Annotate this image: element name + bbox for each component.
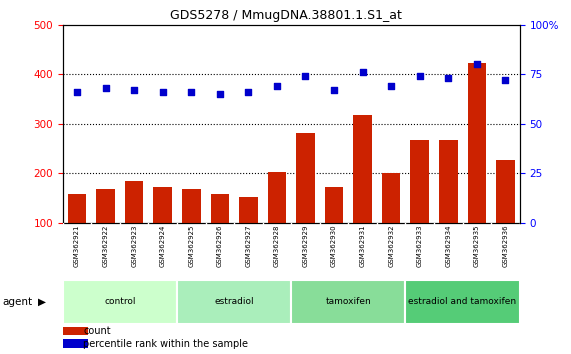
Point [158, 89, 167, 95]
Text: ▶: ▶ [38, 297, 46, 307]
Bar [177, 280, 291, 324]
Text: GDS5278 / MmugDNA.38801.1.S1_at: GDS5278 / MmugDNA.38801.1.S1_at [170, 9, 401, 22]
Text: GSM362934: GSM362934 [445, 225, 451, 267]
Text: GSM362935: GSM362935 [474, 225, 480, 267]
Text: GSM362931: GSM362931 [360, 225, 365, 267]
Bar [291, 280, 405, 324]
Point [387, 84, 396, 89]
Text: estradiol and tamoxifen: estradiol and tamoxifen [408, 297, 517, 306]
Bar [382, 173, 400, 223]
Point [272, 84, 282, 89]
Bar [496, 160, 514, 223]
Text: GSM362933: GSM362933 [417, 225, 423, 267]
Text: GSM362929: GSM362929 [303, 225, 308, 267]
Bar [468, 63, 486, 223]
Bar [239, 197, 258, 223]
Text: GSM362927: GSM362927 [246, 225, 251, 267]
Bar [211, 194, 229, 223]
Point [472, 62, 481, 67]
Bar [63, 280, 177, 324]
Bar [405, 280, 520, 324]
Text: control: control [104, 297, 136, 306]
Point [130, 87, 139, 93]
Text: GSM362936: GSM362936 [502, 225, 508, 267]
Text: GSM362930: GSM362930 [331, 225, 337, 267]
Text: count: count [83, 326, 111, 336]
Bar [182, 189, 200, 223]
Point [101, 85, 110, 91]
Text: estradiol: estradiol [214, 297, 254, 306]
Point [187, 89, 196, 95]
Text: GSM362925: GSM362925 [188, 225, 194, 267]
Point [73, 89, 82, 95]
Text: GSM362922: GSM362922 [103, 225, 108, 267]
Point [444, 75, 453, 81]
Text: agent: agent [3, 297, 33, 307]
Text: GSM362924: GSM362924 [160, 225, 166, 267]
Bar [439, 140, 457, 223]
Bar [268, 172, 286, 223]
Bar [68, 194, 86, 223]
Text: tamoxifen: tamoxifen [325, 297, 371, 306]
Bar [325, 187, 343, 223]
Text: GSM362926: GSM362926 [217, 225, 223, 267]
Text: GSM362928: GSM362928 [274, 225, 280, 267]
Text: GSM362932: GSM362932 [388, 225, 394, 267]
Point [358, 69, 367, 75]
Point [301, 74, 310, 79]
Bar [296, 133, 315, 223]
Bar [63, 326, 89, 335]
Text: GSM362923: GSM362923 [131, 225, 137, 267]
Point [329, 87, 339, 93]
Bar [96, 189, 115, 223]
Bar [154, 187, 172, 223]
Point [501, 78, 510, 83]
Point [215, 91, 224, 97]
Bar [353, 115, 372, 223]
Bar [63, 339, 89, 348]
Text: percentile rank within the sample: percentile rank within the sample [83, 338, 248, 349]
Point [415, 74, 424, 79]
Bar [125, 181, 143, 223]
Point [244, 89, 253, 95]
Bar [411, 140, 429, 223]
Text: GSM362921: GSM362921 [74, 225, 80, 267]
